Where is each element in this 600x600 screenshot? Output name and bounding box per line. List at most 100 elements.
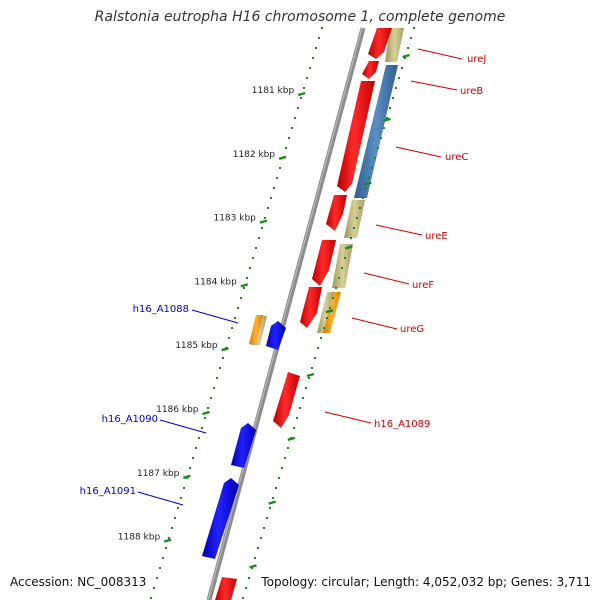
- cds-arrow-forward: [326, 195, 347, 231]
- scale-dot-outer: [269, 507, 271, 509]
- scale-dot-inner: [159, 567, 161, 569]
- forward-cds-group: [215, 28, 392, 600]
- scale-dot-inner: [285, 147, 287, 149]
- scale-dot-outer: [251, 567, 253, 569]
- scale-dot-inner: [321, 27, 323, 29]
- gene-labels: ureJ ureB ureC ureE ureF ureG h16_A1089 …: [80, 54, 487, 497]
- scale-tick-label: 1181 kbp: [252, 86, 295, 96]
- scale-major-tick: [259, 219, 268, 224]
- scale-tick-label: 1182 kbp: [233, 150, 276, 160]
- scale-dot-outer: [293, 427, 295, 429]
- scale-dot-outer: [248, 577, 250, 579]
- scale-major-tick: [240, 283, 249, 288]
- gene-label-h16-A1091: h16_A1091: [80, 486, 136, 497]
- reverse-cds-group: [202, 321, 286, 559]
- callout-ureF: [363, 272, 410, 285]
- cds-arrow-forward: [362, 61, 379, 79]
- cds-arrow-forward: [300, 287, 322, 328]
- scale-dot-outer: [404, 57, 406, 59]
- scale-dot-inner: [318, 37, 320, 39]
- scale-major-tick: [221, 347, 229, 352]
- scale-dot-inner: [288, 137, 290, 139]
- scale-dot-outer: [275, 487, 277, 489]
- scale-dot-outer: [296, 417, 298, 419]
- scale-major-tick: [278, 155, 287, 160]
- gene-bar-orange: [249, 315, 263, 344]
- scale-dot-inner: [165, 547, 167, 549]
- scale-dot-inner: [171, 527, 173, 529]
- scale-dot-outer: [353, 227, 355, 229]
- scale-dot-inner: [216, 377, 218, 379]
- map-title: Ralstonia eutropha H16 chromosome 1, com…: [94, 9, 506, 25]
- scale-major-tick: [297, 91, 306, 97]
- gene-label-h16-A1090: h16_A1090: [102, 414, 158, 425]
- scale-dot-outer: [308, 377, 310, 379]
- scale-dot-outer: [389, 107, 391, 109]
- cds-arrow-forward: [337, 81, 375, 192]
- scale-major-tick-outer: [306, 372, 315, 378]
- scale-dot-inner: [234, 317, 236, 319]
- gene-label-ureG: ureG: [400, 324, 424, 335]
- scale-dot-inner: [258, 237, 260, 239]
- scale-tick-label: 1187 kbp: [137, 469, 180, 479]
- scale-dot-outer: [260, 537, 262, 539]
- scale-dot-outer: [338, 277, 340, 279]
- scale-dot-outer: [314, 357, 316, 359]
- scale-dot-outer: [257, 547, 259, 549]
- scale-major-tick-outer: [249, 564, 257, 569]
- scale-dot-outer: [311, 367, 313, 369]
- scale-dot-inner: [249, 267, 251, 269]
- scale-dot-outer: [395, 87, 397, 89]
- genome-backbone-highlight: [207, 27, 363, 600]
- gene-label-ureJ: ureJ: [467, 54, 486, 65]
- scale-dot-inner: [255, 247, 257, 249]
- gene-bar-olive: [332, 244, 353, 288]
- scale-dot-inner: [195, 447, 197, 449]
- scale-dot-outer: [278, 477, 280, 479]
- scale-dot-inner: [180, 497, 182, 499]
- scale-dot-inner: [276, 177, 278, 179]
- scale-dot-outer: [320, 337, 322, 339]
- scale-dot-inner: [162, 557, 164, 559]
- callout-ureB: [410, 80, 458, 91]
- scale-dot-inner: [312, 57, 314, 59]
- scale-dot-outer: [263, 527, 265, 529]
- scale-ring-inner: [150, 27, 323, 599]
- gene-label-h16-A1089: h16_A1089: [374, 419, 430, 430]
- scale-dot-outer: [362, 197, 364, 199]
- gene-label-h16-A1088: h16_A1088: [133, 304, 189, 315]
- scale-dot-outer: [374, 157, 376, 159]
- gene-bar-olive: [385, 28, 404, 62]
- scale-dot-outer: [329, 307, 331, 309]
- scale-dot-outer: [407, 47, 409, 49]
- genome-backbone: [206, 27, 366, 600]
- scale-dot-inner: [219, 367, 221, 369]
- scale-dot-outer: [335, 287, 337, 289]
- callout-ureC: [395, 146, 442, 158]
- scale-dot-outer: [245, 587, 247, 589]
- scale-dot-inner: [267, 207, 269, 209]
- scale-dot-inner: [294, 117, 296, 119]
- scale-dot-inner: [303, 87, 305, 89]
- scale-major-tick-outer: [402, 53, 410, 59]
- scale-dot-inner: [231, 327, 233, 329]
- scale-dot-inner: [315, 47, 317, 49]
- scale-dot-outer: [284, 457, 286, 459]
- scale-dot-inner: [153, 587, 155, 589]
- scale-dot-outer: [242, 597, 244, 599]
- scale-dot-inner: [222, 357, 224, 359]
- scale-dot-inner: [210, 397, 212, 399]
- scale-dot-outer: [281, 467, 283, 469]
- cds-arrow-forward: [215, 577, 237, 600]
- scale-dot-inner: [174, 517, 176, 519]
- scale-tick-label: 1183 kbp: [213, 214, 256, 224]
- scale-dot-outer: [410, 37, 412, 39]
- scale-dot-outer: [344, 257, 346, 259]
- scale-dot-inner: [156, 577, 158, 579]
- callout-h16-A1088: [191, 309, 239, 324]
- scale-dot-inner: [168, 537, 170, 539]
- scale-dot-inner: [201, 427, 203, 429]
- gene-label-ureB: ureB: [460, 86, 483, 97]
- scale-dot-inner: [183, 487, 185, 489]
- gene-label-ureC: ureC: [445, 152, 468, 163]
